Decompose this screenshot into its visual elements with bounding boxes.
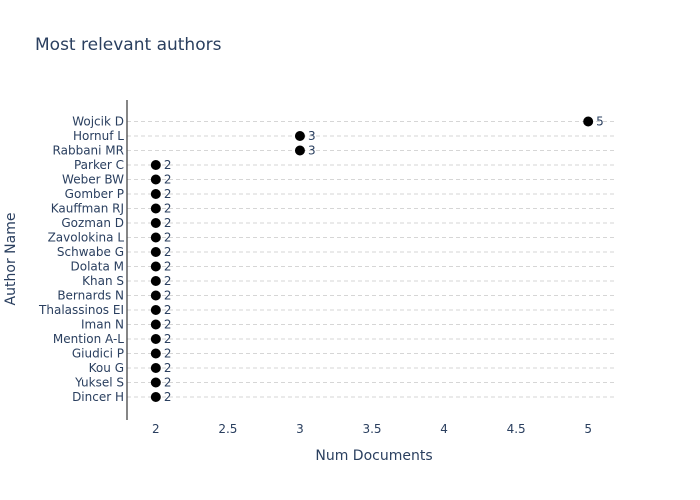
gridlines [127, 121, 617, 398]
y-tick-label: Zavolokina L [48, 231, 125, 245]
data-label: 2 [164, 376, 172, 390]
x-tick-label: 2.5 [218, 422, 237, 436]
data-label: 2 [164, 202, 172, 216]
data-label: 2 [164, 332, 172, 346]
y-tick-label: Wojcik D [72, 115, 124, 129]
y-tick-label: Kou G [89, 361, 124, 375]
data-label: 3 [308, 144, 316, 158]
x-tick-labels: 2 2.5 3 3.5 4 4.5 5 [152, 422, 592, 436]
y-tick-label: Mention A-L [53, 332, 124, 346]
data-point [150, 276, 161, 286]
data-label: 2 [164, 216, 172, 230]
data-label: 2 [164, 274, 172, 288]
data-point [150, 232, 161, 243]
y-tick-label: Weber BW [62, 173, 124, 187]
data-label: 2 [164, 303, 172, 317]
y-tick-label: Schwabe G [57, 245, 124, 259]
x-axis-title: Num Documents [315, 448, 432, 464]
y-tick-label: Dincer H [72, 390, 124, 404]
data-label: 2 [164, 318, 172, 332]
y-tick-label: Iman N [81, 318, 124, 332]
y-tick-label: Dolata M [71, 260, 125, 274]
y-tick-label: Yuksel S [74, 376, 124, 390]
data-point [150, 261, 161, 272]
data-label: 2 [164, 187, 172, 201]
data-label: 2 [164, 158, 172, 172]
y-tick-label: Gomber P [65, 187, 124, 201]
data-label: 5 [596, 115, 604, 129]
y-tick-label: Hornuf L [73, 129, 124, 143]
data-label: 2 [164, 173, 172, 187]
data-point [294, 145, 305, 156]
data-label: 2 [164, 245, 172, 259]
x-tick-label: 5 [584, 422, 592, 436]
data-point [150, 363, 161, 373]
data-point [150, 319, 161, 330]
data-point [150, 377, 161, 388]
y-axis-title: Author Name [3, 213, 19, 306]
y-tick-label: Rabbani MR [53, 144, 124, 158]
y-tick-label: Kauffman RJ [51, 202, 124, 216]
data-point [150, 334, 161, 344]
data-label: 2 [164, 260, 172, 274]
y-tick-label: Giudici P [72, 347, 124, 361]
data-label: 2 [164, 231, 172, 245]
y-tick-label: Khan S [82, 274, 124, 288]
data-label: 2 [164, 390, 172, 404]
x-tick-label: 3.5 [362, 422, 381, 436]
data-point [150, 290, 161, 301]
y-tick-label: Parker C [74, 158, 124, 172]
x-tick-label: 3 [296, 422, 304, 436]
x-tick-label: 4 [440, 422, 448, 436]
y-tick-label: Gozman D [61, 216, 124, 230]
y-tick-label: Bernards N [57, 289, 124, 303]
data-point [150, 160, 161, 170]
chart-title: Most relevant authors [35, 35, 222, 55]
x-tick-label: 4.5 [507, 422, 526, 436]
data-point [150, 203, 161, 214]
y-tick-label: Thalassinos EI [38, 303, 124, 317]
data-point [150, 348, 161, 359]
data-point [150, 392, 161, 402]
data-point [294, 131, 305, 141]
data-point [150, 174, 161, 185]
x-tick-label: 2 [152, 422, 160, 436]
data-label: 2 [164, 361, 172, 375]
data-point [150, 305, 161, 315]
data-point [583, 116, 594, 127]
data-point [150, 218, 161, 228]
data-point [150, 189, 161, 199]
data-label: 2 [164, 347, 172, 361]
data-point [150, 247, 161, 257]
data-label: 2 [164, 289, 172, 303]
data-label: 3 [308, 129, 316, 143]
